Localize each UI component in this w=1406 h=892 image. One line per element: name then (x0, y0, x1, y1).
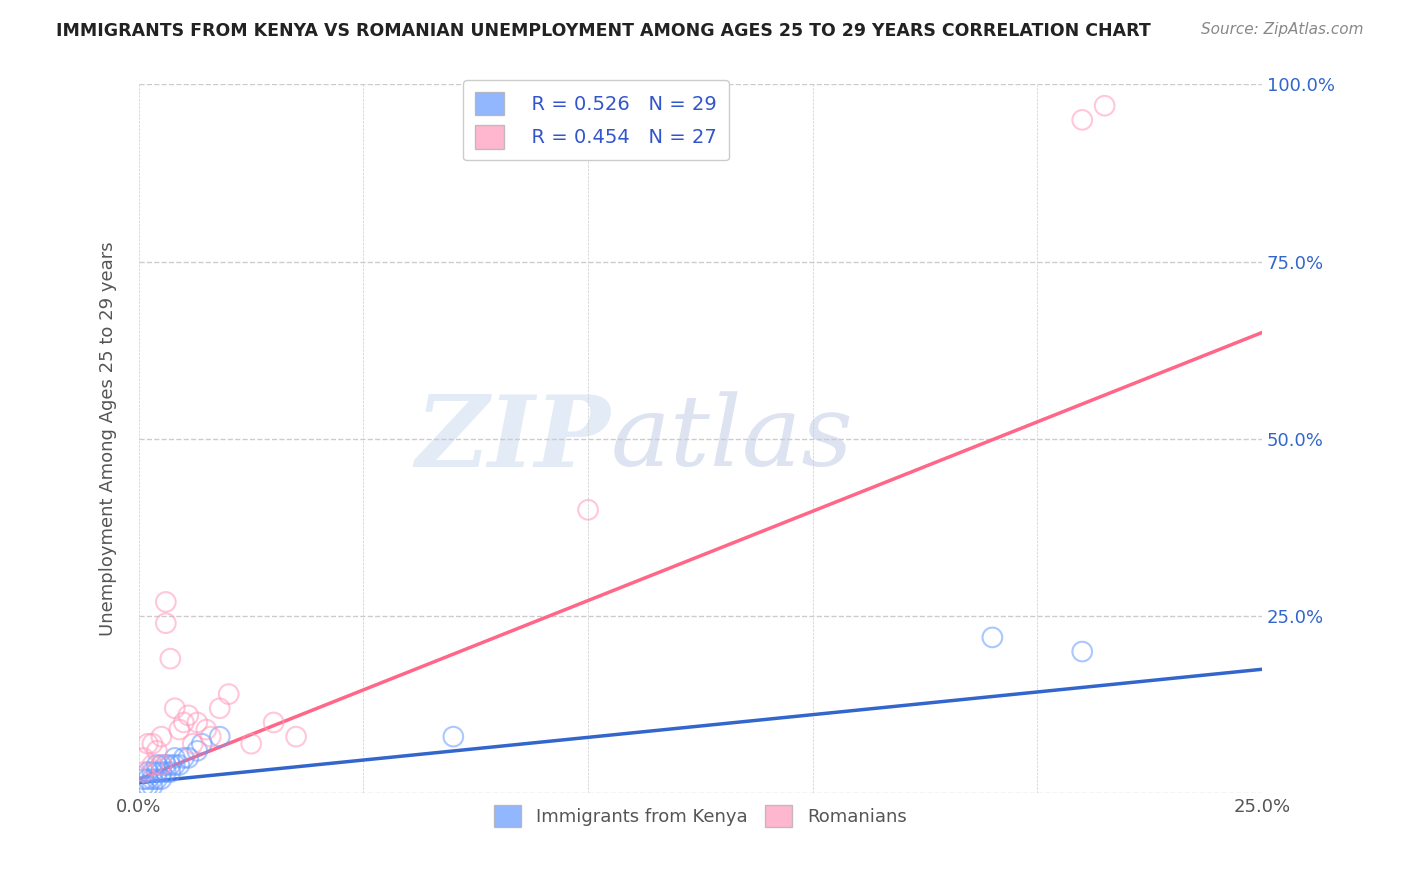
Point (150, 772, 173, 787)
Point (163, 701, 186, 715)
Point (163, 758, 186, 772)
Point (136, 765, 159, 780)
Point (208, 701, 231, 715)
Text: IMMIGRANTS FROM KENYA VS ROMANIAN UNEMPLOYMENT AMONG AGES 25 TO 29 YEARS CORRELA: IMMIGRANTS FROM KENYA VS ROMANIAN UNEMPL… (56, 22, 1152, 40)
Point (163, 751, 186, 765)
Point (441, 730, 464, 744)
Text: Source: ZipAtlas.com: Source: ZipAtlas.com (1201, 22, 1364, 37)
Point (177, 708, 200, 723)
Point (218, 687, 240, 701)
Point (136, 779, 159, 793)
Point (186, 715, 208, 730)
Point (141, 772, 163, 787)
Point (195, 723, 218, 737)
Point (263, 715, 285, 730)
Point (150, 730, 173, 744)
Point (1094, 99, 1116, 113)
Point (150, 758, 173, 772)
Point (285, 730, 308, 744)
Point (141, 737, 163, 751)
Point (159, 651, 181, 665)
Point (136, 737, 159, 751)
Point (155, 595, 177, 609)
Point (146, 772, 169, 787)
Point (141, 758, 163, 772)
Point (132, 751, 155, 765)
Point (169, 758, 191, 772)
Point (141, 765, 163, 780)
Point (146, 758, 169, 772)
Text: ZIP: ZIP (416, 391, 610, 487)
Point (200, 730, 222, 744)
Point (159, 765, 181, 780)
Point (173, 751, 195, 765)
Point (186, 744, 208, 758)
Point (576, 503, 599, 517)
Point (177, 751, 200, 765)
Point (1071, 112, 1094, 127)
Y-axis label: Unemployment Among Ages 25 to 29 years: Unemployment Among Ages 25 to 29 years (100, 242, 117, 636)
Point (146, 765, 169, 780)
Point (169, 723, 191, 737)
Text: atlas: atlas (610, 392, 853, 486)
Point (132, 779, 155, 793)
Point (132, 772, 155, 787)
Point (159, 758, 181, 772)
Point (155, 758, 177, 772)
Point (208, 730, 231, 744)
Point (173, 715, 195, 730)
Point (981, 631, 1004, 645)
Point (146, 744, 169, 758)
Point (1071, 644, 1094, 658)
Point (155, 765, 177, 780)
Point (132, 765, 155, 780)
Point (150, 758, 173, 772)
Point (240, 737, 263, 751)
Point (181, 737, 204, 751)
Point (141, 779, 163, 793)
Point (136, 772, 159, 787)
Point (150, 765, 173, 780)
Point (191, 737, 214, 751)
Point (155, 616, 177, 631)
Legend: Immigrants from Kenya, Romanians: Immigrants from Kenya, Romanians (486, 797, 914, 834)
